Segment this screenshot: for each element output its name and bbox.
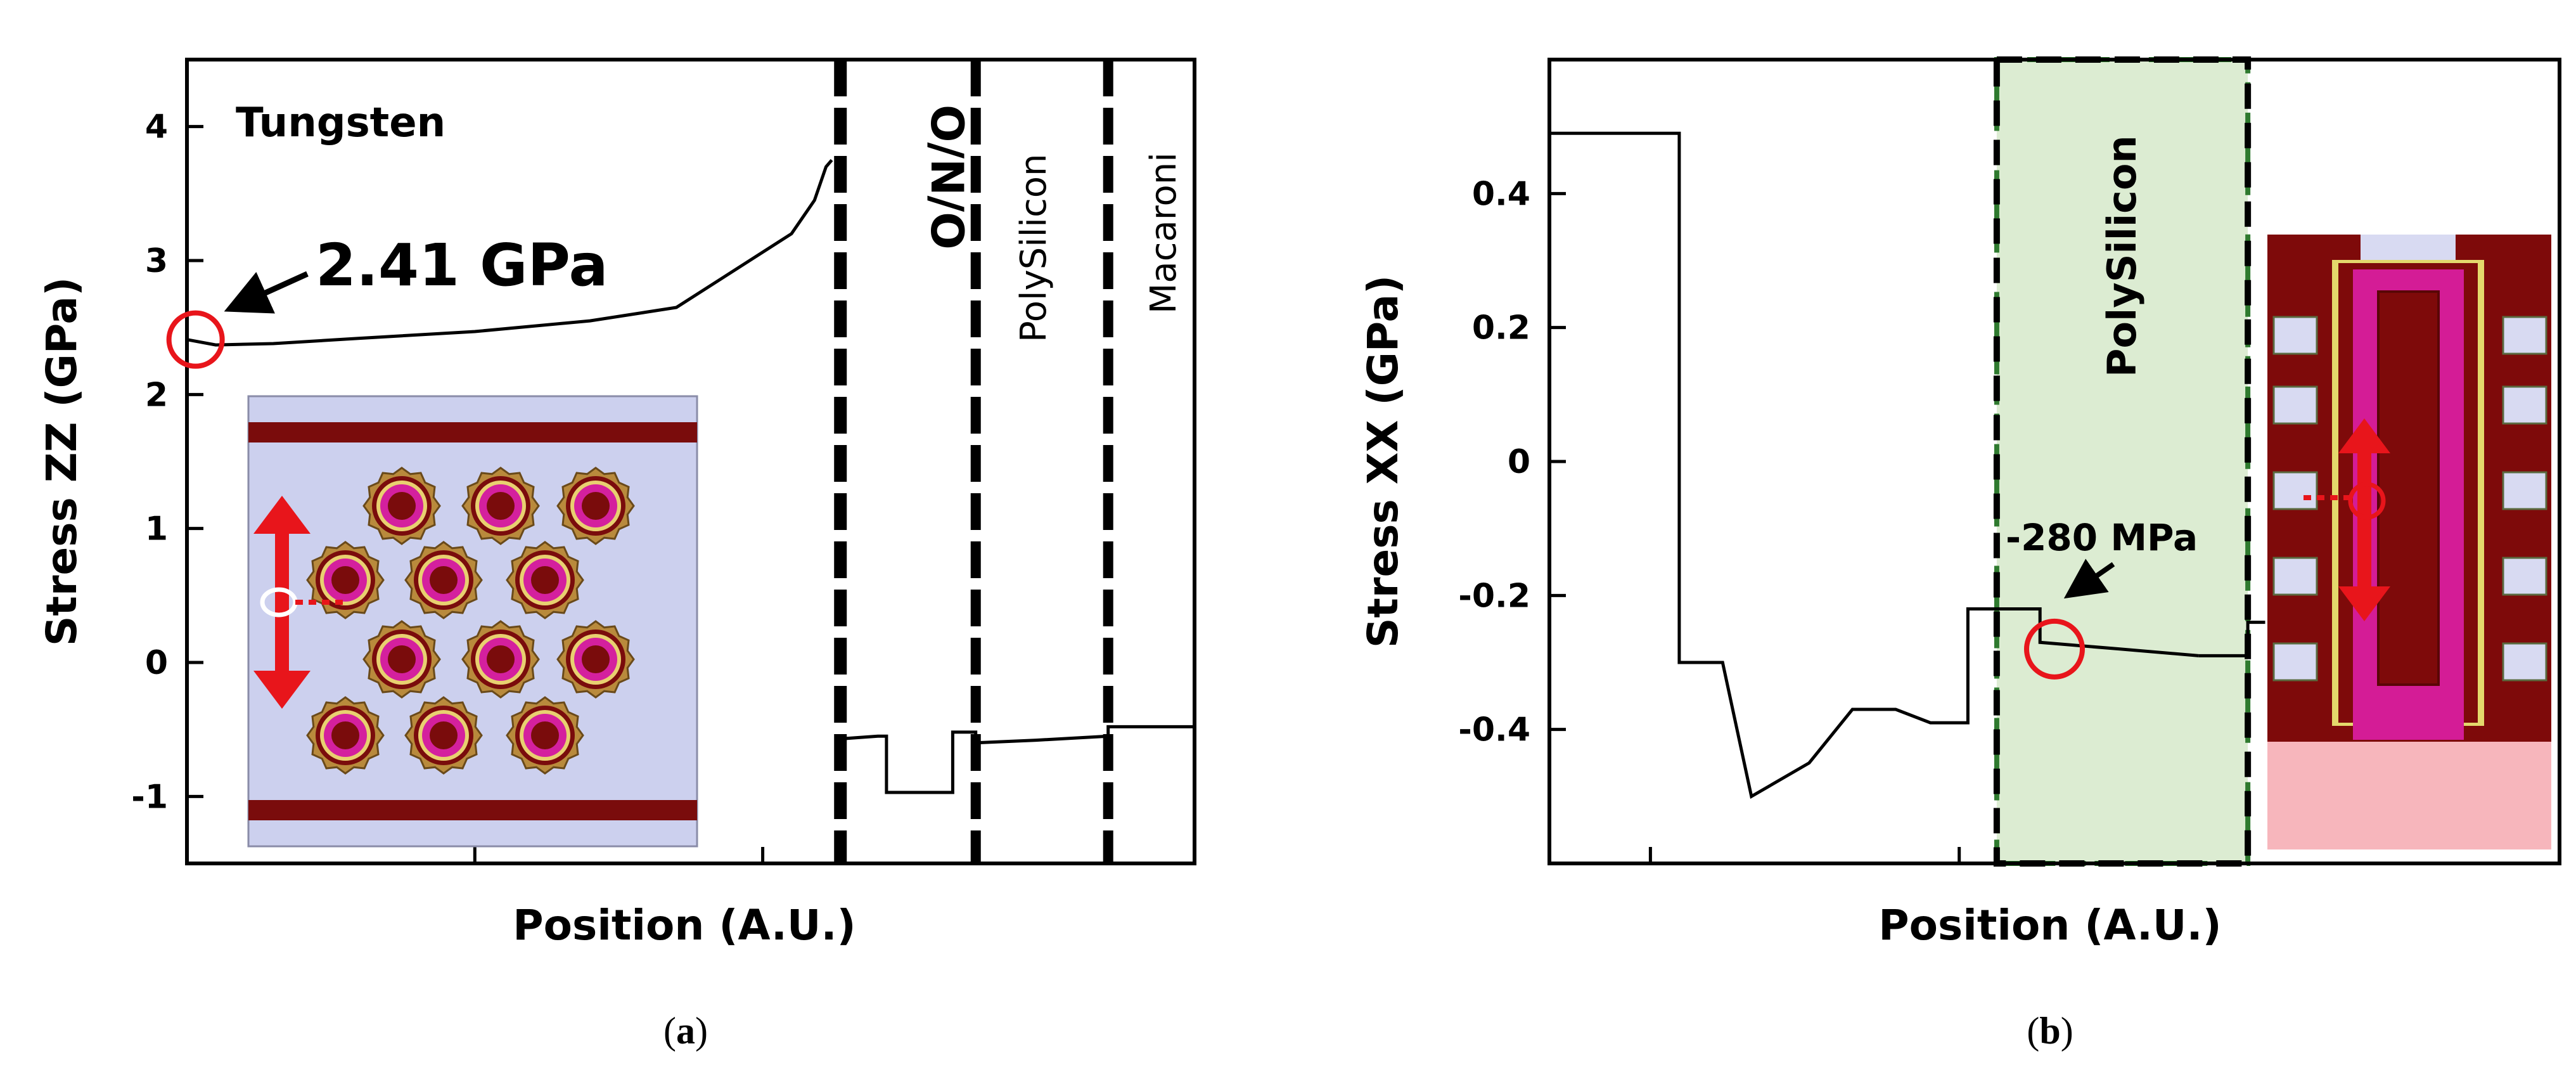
panel-a-region-boundaries [834,60,1113,863]
xsec-side-pads [2272,316,2547,681]
xsec-pad [2272,557,2318,596]
y-tick-label: -0.2 [1458,577,1530,615]
pillar [404,696,483,775]
panel-b-annotation-arrow [2063,559,2115,599]
panel-a-annotation-arrow [224,271,309,314]
panel-b-annotation-marker [2024,618,2085,680]
panel-a-annotation-marker [166,310,225,369]
panel-b-x-ticks [1648,847,1961,863]
xsec-pad [2272,385,2318,425]
region-label-polysilicon-b: PolySilicon [2099,135,2145,377]
pillar [404,541,483,619]
y-tick-label: 3 [145,242,168,280]
panel-a-inset-topview [247,395,698,848]
xsec-inner-core [2377,290,2440,686]
pillar [556,620,635,699]
region-label-polysilicon: PolySilicon [1013,154,1054,343]
series-line-1 [186,158,833,347]
panel-a-plot-frame [185,58,1196,865]
pillar [461,620,540,699]
pillar [362,467,441,545]
polysilicon-highlight-box [1994,57,2251,866]
panel-a-label: (a) [663,1010,708,1052]
xsec-pad [2502,642,2547,681]
series-line-2 [838,725,1195,794]
inset-bottom-bar [248,800,697,820]
y-tick-label: 2 [145,376,168,414]
panel-a-y-axis-title: Stress ZZ (GPa) [37,277,86,646]
pillar [506,696,584,775]
panel-b: -0.4 -0.2 0 0.2 0.4 PolySilicon -280 MPa [1359,56,2561,1052]
inset-background [247,395,698,848]
panel-b-label: (b) [2027,1010,2073,1052]
y-tick-label: 0 [145,644,168,682]
panel-b-polysilicon-region [1993,56,2252,867]
y-tick-label: 4 [145,108,168,146]
y-tick-label: 1 [145,510,168,548]
pillar [362,620,441,699]
y-tick-label: 0.4 [1472,175,1530,213]
y-tick-label: 0 [1508,443,1530,481]
panel-b-inset-crosssection [2267,235,2551,849]
xsec-pad [2502,385,2547,425]
xsec-pad [2502,316,2547,355]
panel-a-x-axis-title: Position (A.U.) [513,901,855,950]
panel-a-x-ticks [473,847,765,863]
region-label-tungsten: Tungsten [236,100,445,146]
inset-double-arrow [253,496,311,709]
y-tick-label: -0.4 [1458,711,1530,749]
pillar [506,541,584,619]
pillar [556,467,635,545]
inset-top-bar [248,422,697,442]
xsec-substrate [2267,742,2551,849]
xsec-pad [2502,557,2547,596]
pillar [306,696,385,775]
xsec-pad [2272,642,2318,681]
y-tick-label: -1 [131,778,168,816]
inset-pillar-array [306,467,635,775]
xsec-pad [2502,471,2547,510]
panel-b-y-axis-title: Stress XX (GPa) [1359,275,1407,648]
xsec-top-cap [2361,235,2456,260]
panel-b-annotation-text: -280 MPa [2006,516,2198,559]
panel-a: -1 0 1 2 3 4 Tungsten O/N/O PolySilicon Macar… [37,58,1196,1052]
region-label-macaroni: Macaroni [1143,152,1184,314]
region-label-ono: O/N/O [921,105,973,250]
panel-a-y-ticks: -1 0 1 2 3 4 [131,108,203,816]
panel-b-x-axis-title: Position (A.U.) [1878,901,2221,950]
pillar [461,467,540,545]
panel-a-annotation-text: 2.41 GPa [316,231,608,299]
xsec-pad [2272,316,2318,355]
xsec-pad [2272,471,2318,510]
pillar [306,541,385,619]
series-line-2 [2198,621,2265,657]
panel-a-series [186,158,1195,794]
xsec-probe-circle [2348,482,2386,520]
y-tick-label: 0.2 [1472,309,1530,347]
panel-b-y-ticks: -0.4 -0.2 0 0.2 0.4 [1458,175,1566,749]
